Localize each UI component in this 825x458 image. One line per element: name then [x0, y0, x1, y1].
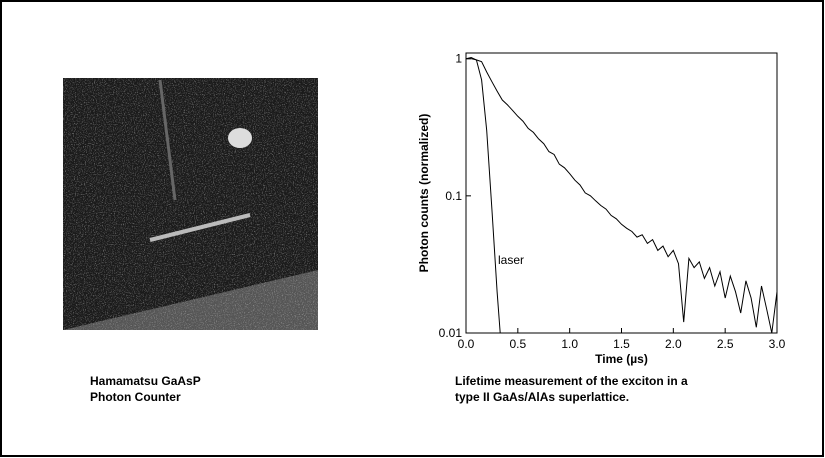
- data-line: [466, 58, 501, 334]
- y-axis-label: Photon counts (normalized): [417, 114, 431, 273]
- x-tick-label: 2.5: [717, 337, 734, 351]
- chart: 0.0 0.5 1.0 1.5 2.0 2.5 3.0 0.01 0.1 1 Time (µs) Ph…: [417, 52, 786, 366]
- y-tick-label: 0.1: [445, 189, 462, 203]
- x-tick-label: 0.5: [509, 337, 526, 351]
- chart-caption: Lifetime measurement of the exciton in a: [455, 374, 688, 388]
- x-tick-label: 1.5: [613, 337, 630, 351]
- x-tick-label: 1.0: [561, 337, 578, 351]
- data-line: [465, 56, 778, 334]
- x-axis-label: Time (µs): [595, 352, 648, 366]
- photo: [63, 78, 318, 330]
- x-tick-label: 0.0: [458, 337, 475, 351]
- annotation: laser: [498, 253, 524, 267]
- chart-caption: type II GaAs/AlAs superlattice.: [455, 390, 629, 404]
- x-tick-label: 2.0: [665, 337, 682, 351]
- y-tick-label: 1: [455, 52, 462, 66]
- x-tick-label: 3.0: [769, 337, 786, 351]
- photo-caption: Hamamatsu GaAsP: [90, 374, 201, 388]
- y-tick-label: 0.01: [439, 326, 463, 340]
- photo-caption: Photon Counter: [90, 390, 181, 404]
